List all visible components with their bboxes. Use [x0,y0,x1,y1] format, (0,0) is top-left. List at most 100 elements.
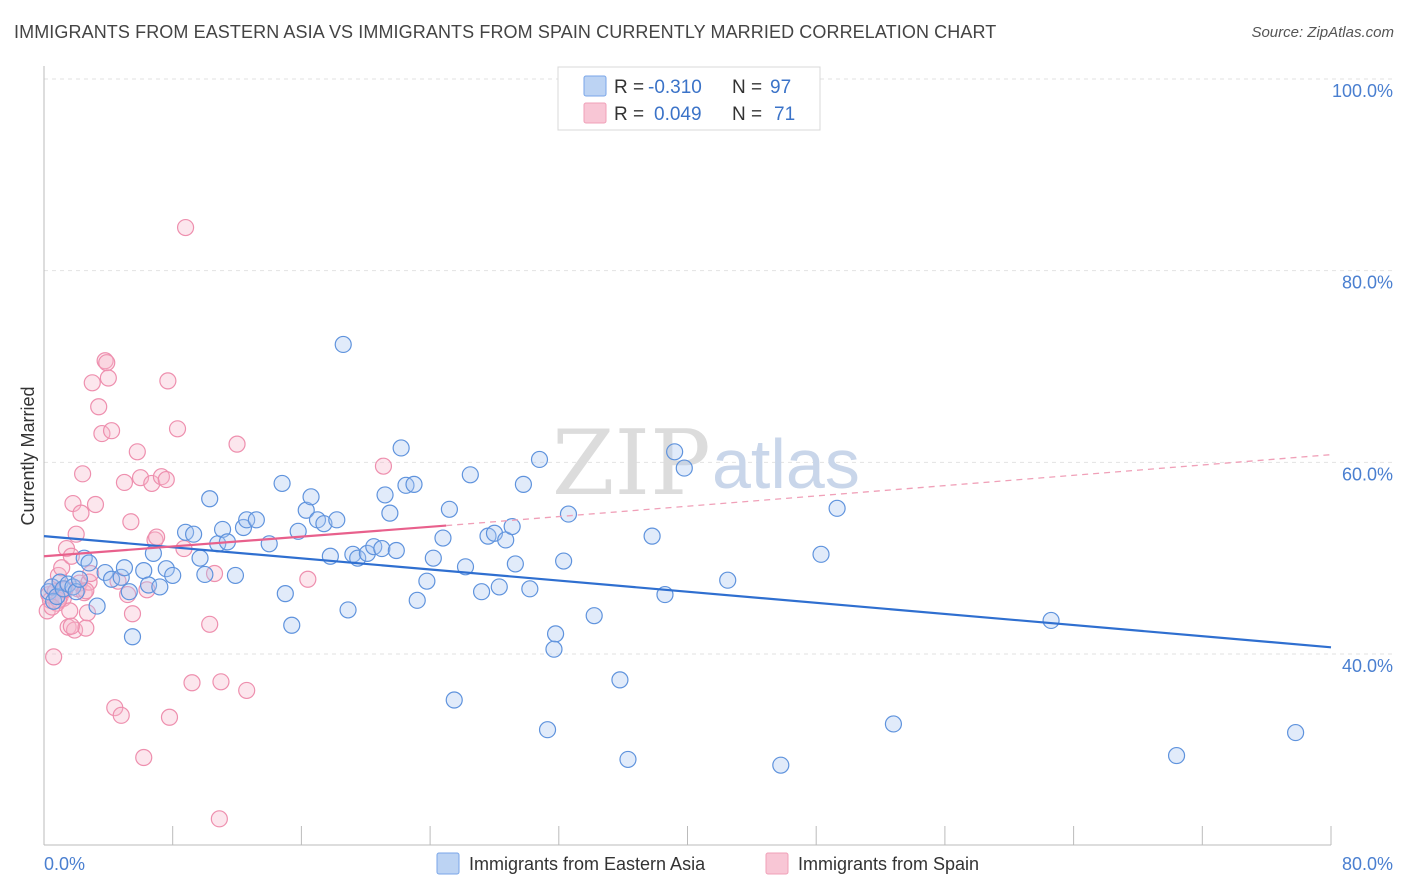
point-eastern-asia [506,555,524,573]
point-spain [148,528,166,546]
point-spain [93,424,111,443]
point-spain [72,504,90,522]
point-spain [90,398,108,416]
y-tick-label: 60.0% [1342,464,1393,484]
point-spain [112,706,130,724]
point-spain [152,468,171,486]
point-eastern-asia [328,511,346,529]
point-eastern-asia [247,511,265,529]
point-eastern-asia [434,529,452,547]
point-eastern-asia [530,450,549,469]
axes [43,66,1332,846]
legend-r-value-1: -0.310 [648,77,702,98]
point-spain [74,465,92,483]
point-eastern-asia [884,715,903,733]
source-label: Source: ZipAtlas.com [1251,24,1394,41]
point-spain [83,374,101,392]
point-spain [299,570,317,588]
point-eastern-asia [445,691,463,709]
point-eastern-asia [226,566,245,585]
point-eastern-asia [164,566,182,585]
point-eastern-asia [387,541,405,560]
point-eastern-asia [546,625,565,643]
point-eastern-asia [828,499,846,517]
point-spain [119,585,137,604]
point-eastern-asia [381,504,399,522]
point-eastern-asia [157,560,175,578]
point-eastern-asia [135,562,153,580]
point-spain [238,681,256,700]
point-spain [53,559,71,577]
y-axis-title: Currently Married [18,386,38,525]
trend-line-eastern-asia [43,535,1332,649]
point-eastern-asia [719,571,737,589]
point-eastern-asia [1287,723,1305,742]
point-eastern-asia [151,578,169,596]
legend-r-label-1: R = [614,77,644,98]
point-eastern-asia [376,486,394,504]
y-tick-label: 100.0% [1332,81,1393,101]
point-eastern-asia [611,671,629,689]
point-eastern-asia [666,443,684,461]
point-spain [374,457,393,475]
point-spain [128,443,146,461]
point-spain [98,354,116,372]
point-eastern-asia [120,583,138,601]
point-eastern-asia [643,527,661,545]
point-eastern-asia [490,578,508,596]
legend-swatch-blue [583,75,607,97]
point-eastern-asia [373,539,391,558]
point-eastern-asia [88,597,106,615]
point-eastern-asia [456,558,475,576]
point-spain [62,547,80,565]
bottom-legend-swatch-blue [436,852,460,875]
point-eastern-asia [80,554,98,572]
point-spain [159,372,177,390]
series-spain-points [38,218,393,828]
point-spain [115,473,134,492]
point-spain [62,617,80,635]
point-eastern-asia [538,721,557,739]
y-tick-labels: 100.0% 80.0% 60.0% 40.0% [1332,81,1393,676]
watermark-atlas: atlas [712,425,860,503]
point-eastern-asia [273,474,291,493]
point-spain [135,748,153,767]
point-eastern-asia [405,475,423,493]
point-eastern-asia [559,505,578,523]
gridlines [44,78,1393,655]
point-eastern-asia [514,475,533,493]
point-spain [228,435,246,453]
trend-line-spain-extension [446,454,1332,527]
point-eastern-asia [238,511,256,529]
point-eastern-asia [40,583,58,601]
legend-r-label-2: R = [614,104,644,125]
point-eastern-asia [1167,746,1186,765]
point-eastern-asia [185,525,203,543]
legend-n-label-1: N = [732,77,762,98]
point-spain [210,810,228,828]
point-eastern-asia [585,607,603,625]
point-eastern-asia [1042,611,1060,630]
point-spain [122,513,140,531]
legend-r-value-2: 0.049 [654,104,702,125]
point-spain [160,708,179,726]
point-eastern-asia [418,572,436,590]
point-eastern-asia [521,580,539,598]
legend-n-label-2: N = [732,104,762,125]
point-eastern-asia [440,500,459,518]
point-eastern-asia [115,559,134,577]
point-spain [212,673,230,691]
point-eastern-asia [196,565,214,584]
bottom-legend: Immigrants from Eastern Asia Immigrants … [436,852,979,875]
point-spain [176,218,195,237]
point-eastern-asia [70,570,88,588]
point-eastern-asia [112,568,130,586]
point-spain [123,605,142,623]
point-eastern-asia [472,583,491,601]
point-spain [86,495,105,514]
trend-line-spain [43,524,447,558]
point-spain [78,604,97,622]
point-spain [102,422,121,440]
series-eastern-asia-points [40,335,1305,774]
